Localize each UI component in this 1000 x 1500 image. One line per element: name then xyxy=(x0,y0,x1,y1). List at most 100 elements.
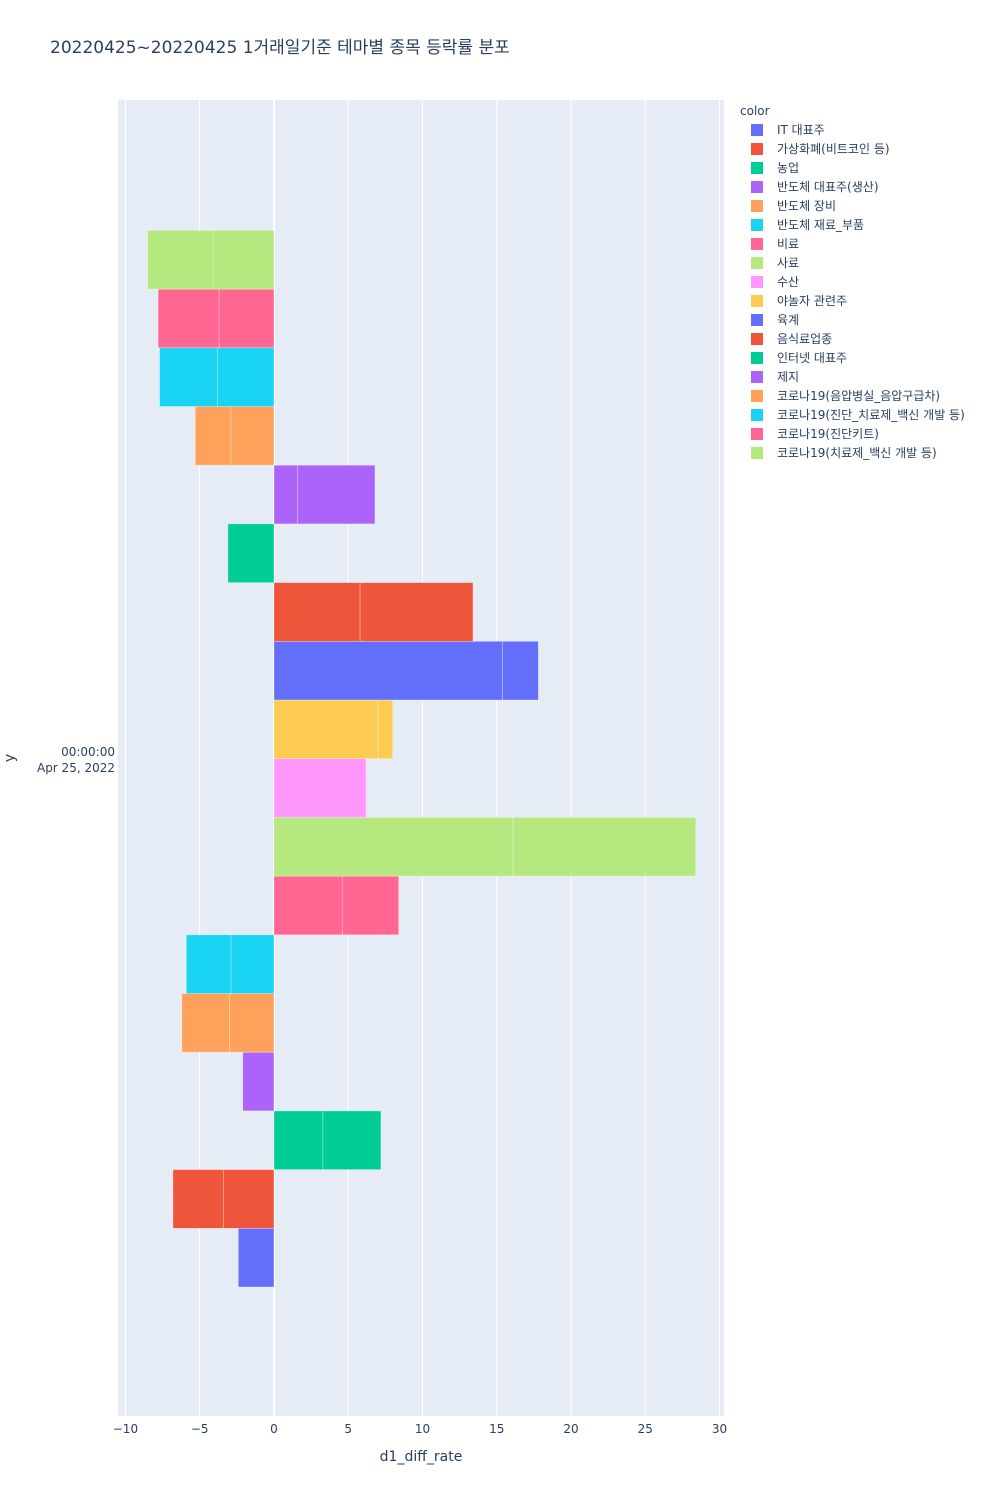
bar-17-segment-2 xyxy=(157,288,220,349)
legend-item[interactable]: 사료 xyxy=(740,253,965,272)
bar-8-segment-1 xyxy=(273,817,514,877)
legend-swatch xyxy=(751,237,763,250)
legend-item[interactable]: 제지 xyxy=(740,367,965,386)
legend-swatch xyxy=(751,123,763,136)
legend-swatch xyxy=(751,256,763,269)
legend-item[interactable]: 농업 xyxy=(740,158,965,177)
legend-label: 야놀자 관련주 xyxy=(777,294,848,308)
legend-swatch xyxy=(751,313,763,326)
x-tick-label: 30 xyxy=(712,1422,727,1436)
bar-7-segment-1 xyxy=(273,875,343,936)
bar-12-segment-2 xyxy=(359,582,474,642)
legend-swatch xyxy=(751,199,763,212)
bar-4-segment-1 xyxy=(242,1051,275,1112)
legend-label: 인터넷 대표주 xyxy=(777,351,848,365)
legend-item[interactable]: 수산 xyxy=(740,272,965,291)
legend-swatch xyxy=(751,218,763,231)
legend-item[interactable]: 음식료업종 xyxy=(740,329,965,348)
legend-swatch xyxy=(751,446,763,459)
bar-10-segment-1 xyxy=(273,699,379,760)
legend-label: 코로나19(진단_치료제_백신 개발 등) xyxy=(777,408,965,422)
bar-15-segment-2 xyxy=(194,406,232,466)
bar-3-segment-1 xyxy=(273,1110,324,1170)
legend-item[interactable]: 반도체 대표주(생산) xyxy=(740,177,965,196)
legend-label: 반도체 대표주(생산) xyxy=(777,180,879,194)
bar-3-segment-2 xyxy=(322,1110,382,1170)
bar-6-segment-1 xyxy=(230,934,275,994)
x-tick-label: 0 xyxy=(270,1422,278,1436)
legend-swatch xyxy=(751,389,763,402)
legend-label: 비료 xyxy=(777,237,800,251)
bar-17-segment-1 xyxy=(218,288,275,349)
bar-2-segment-1 xyxy=(223,1169,275,1229)
bar-13-segment-1 xyxy=(227,523,275,583)
legend-swatch xyxy=(751,370,763,383)
bar-16-segment-2 xyxy=(159,347,218,407)
legend-label: 코로나19(음압병실_음압구급차) xyxy=(777,389,941,403)
chart-title: 20220425~20220425 1거래일기준 테마별 종목 등락률 분포 xyxy=(50,38,510,58)
bar-5-segment-1 xyxy=(229,993,275,1053)
legend-item[interactable]: 코로나19(치료제_백신 개발 등) xyxy=(740,443,965,462)
legend-label: IT 대표주 xyxy=(777,123,825,137)
legend-swatch xyxy=(751,351,763,364)
x-tick-label: −5 xyxy=(191,1422,209,1436)
x-tick-label: 10 xyxy=(415,1422,430,1436)
legend-item[interactable]: 인터넷 대표주 xyxy=(740,348,965,367)
x-tick-label: 15 xyxy=(489,1422,504,1436)
legend-label: 코로나19(치료제_백신 개발 등) xyxy=(777,446,937,460)
bar-8-segment-2 xyxy=(512,817,697,877)
legend-label: 반도체 장비 xyxy=(777,199,837,213)
bar-18-segment-1 xyxy=(212,230,275,290)
bar-2-segment-2 xyxy=(172,1169,224,1229)
legend-swatch xyxy=(751,161,763,174)
bar-1-segment-1 xyxy=(238,1228,275,1288)
legend-swatch xyxy=(751,408,763,421)
x-tick-label: 20 xyxy=(563,1422,578,1436)
legend-swatch xyxy=(751,427,763,440)
y-axis-title: y xyxy=(2,754,18,762)
y-tick-label: Apr 25, 2022 xyxy=(37,761,115,775)
legend-label: 육계 xyxy=(777,313,800,327)
legend-title: color xyxy=(740,104,770,118)
legend-swatch xyxy=(751,180,763,193)
legend-swatch xyxy=(751,294,763,307)
legend-label: 제지 xyxy=(777,370,800,384)
bar-14-segment-1 xyxy=(273,464,299,525)
legend-swatch xyxy=(751,142,763,155)
legend-item[interactable]: 가상화폐(비트코인 등) xyxy=(740,139,965,158)
legend-swatch xyxy=(751,332,763,345)
legend-label: 사료 xyxy=(777,256,800,270)
x-tick-label: −10 xyxy=(113,1422,138,1436)
bar-15-segment-1 xyxy=(230,406,275,466)
legend-item[interactable]: 야놀자 관련주 xyxy=(740,291,965,310)
bar-16-segment-1 xyxy=(217,347,275,407)
legend-label: 농업 xyxy=(777,161,800,175)
legend-label: 코로나19(진단키트) xyxy=(777,427,879,441)
bar-10-segment-2 xyxy=(377,699,394,760)
legend-item[interactable]: 코로나19(음압병실_음압구급차) xyxy=(740,386,965,405)
legend-item[interactable]: 반도체 재료_부품 xyxy=(740,215,965,234)
bar-18-segment-2 xyxy=(147,230,214,290)
legend-label: 반도체 재료_부품 xyxy=(777,218,865,232)
bar-12-segment-1 xyxy=(273,582,361,642)
legend-label: 음식료업종 xyxy=(777,332,833,346)
bar-14-segment-2 xyxy=(297,464,376,525)
legend-item[interactable]: 반도체 장비 xyxy=(740,196,965,215)
x-tick-label: 5 xyxy=(344,1422,352,1436)
legend-item[interactable]: 비료 xyxy=(740,234,965,253)
bar-6-segment-2 xyxy=(186,934,232,994)
bar-9-segment-1 xyxy=(273,758,367,818)
x-tick-label: 25 xyxy=(638,1422,653,1436)
legend-item[interactable]: IT 대표주 xyxy=(740,120,965,139)
bar-7-segment-2 xyxy=(341,875,400,936)
legend-item[interactable]: 육계 xyxy=(740,310,965,329)
y-tick-label: 00:00:00 xyxy=(61,745,115,759)
legend-item[interactable]: 코로나19(진단키트) xyxy=(740,424,965,443)
legend-swatch xyxy=(751,275,763,288)
legend-label: 가상화폐(비트코인 등) xyxy=(777,142,890,156)
legend-label: 수산 xyxy=(777,275,800,289)
legend-item[interactable]: 코로나19(진단_치료제_백신 개발 등) xyxy=(740,405,965,424)
